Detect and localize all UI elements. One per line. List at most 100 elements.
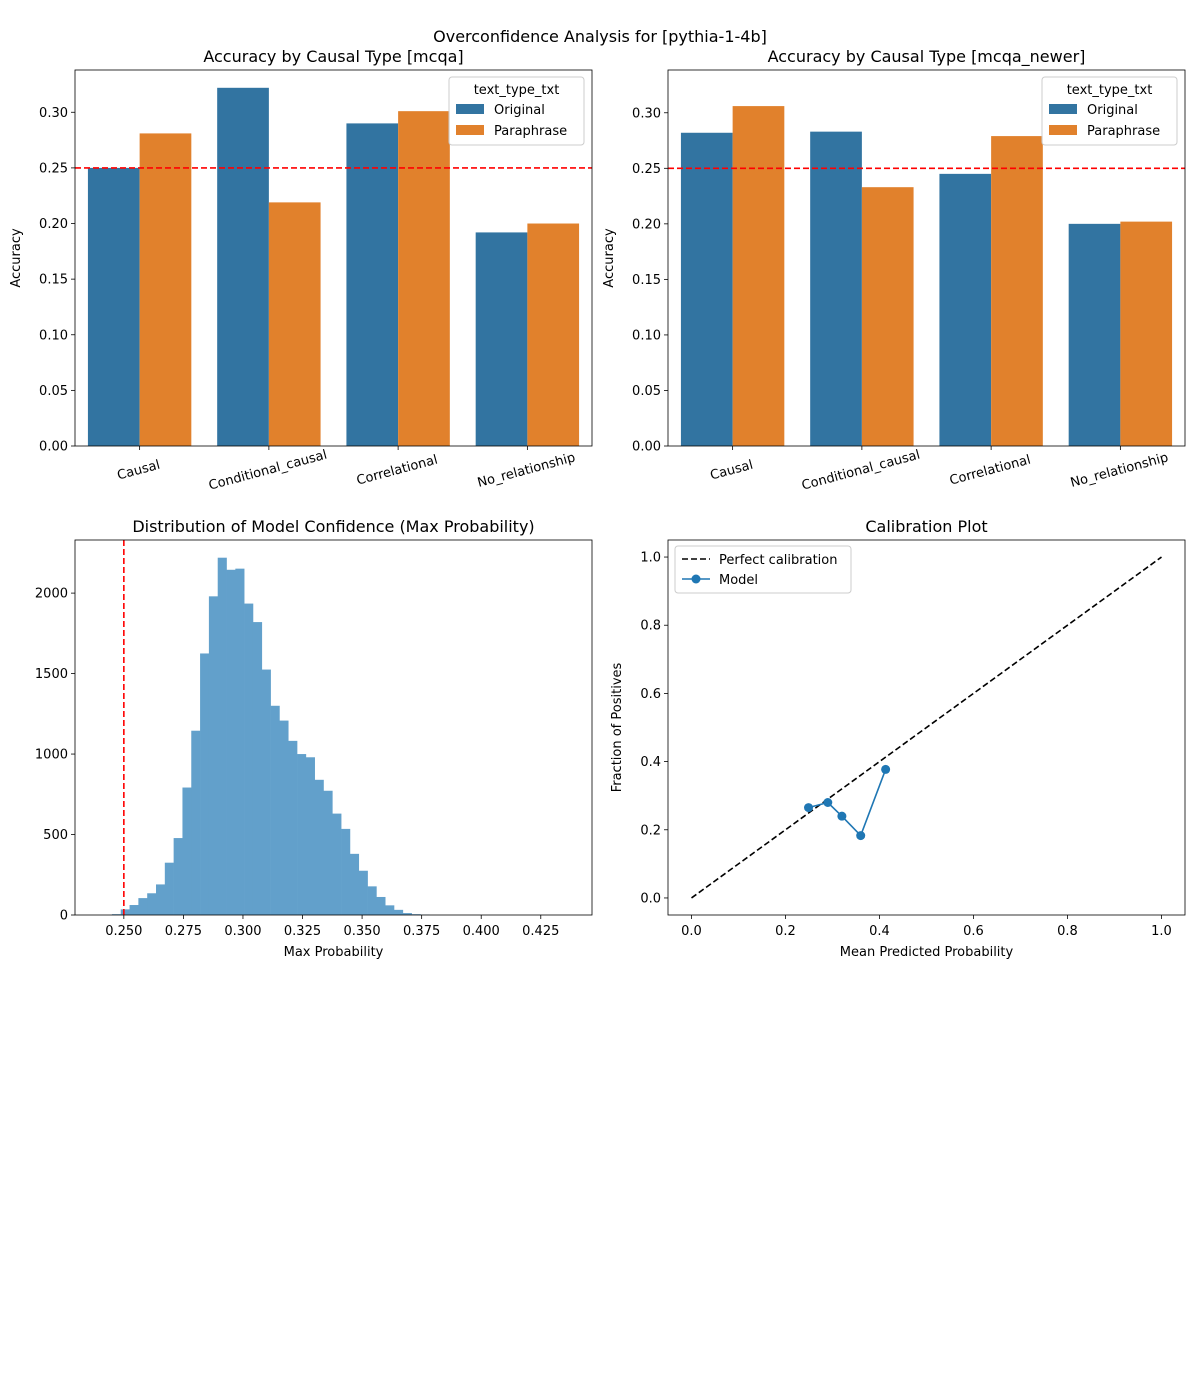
panel-title: Distribution of Model Confidence (Max Pr… [132,517,534,536]
bar-original-causal [680,132,733,447]
y-tick-label: 0.25 [632,162,661,177]
legend-box [674,545,852,594]
histogram-bar [279,720,289,915]
x-tick-label: No_relationship [1069,450,1170,491]
chart-acc-mcqa-newer: Causal Conditional_causal Correlational No_… [602,47,1186,494]
x-tick-label: 0.350 [343,924,380,939]
histogram-bar [358,870,368,915]
histogram-bar [349,853,360,915]
histogram-bar [385,905,395,915]
histogram-bar [332,813,342,915]
legend-entry-paraphrase: Paraphrase [1087,124,1160,139]
axes-frame [74,69,593,447]
bar-paraphrase-causal [139,133,192,447]
bar-paraphrase-conditional_causal [268,202,321,446]
y-tick-label: 500 [43,828,68,843]
legend-swatch-original [1049,104,1077,114]
histogram-bar [252,622,263,915]
histogram-bar [147,893,157,915]
y-tick-label: 0.15 [632,273,661,288]
x-tick-label: Conditional_causal [800,448,922,494]
bar-original-no_relationship [1068,223,1121,446]
histogram-bar [182,787,192,915]
y-tick-label: 0.10 [632,328,661,343]
histogram-bar [261,669,271,915]
histogram-bar [323,790,333,915]
y-axis-label: Accuracy [602,228,617,288]
y-tick-label: 0.20 [632,217,661,232]
x-tick-label: 0.8 [1057,924,1078,939]
bar-paraphrase-conditional_causal [861,187,914,446]
x-tick-label: 0.2 [775,924,796,939]
y-tick-label: 2000 [35,587,68,602]
axes-frame [74,539,593,916]
histogram-bar [164,862,174,915]
histogram-bar [244,603,254,915]
y-tick-label: 0.15 [39,273,68,288]
legend-entry-model: Model [719,573,758,588]
bar-paraphrase-causal [732,106,785,447]
x-tick-label: 0.375 [403,924,440,939]
bar-original-conditional_causal [810,131,862,447]
histogram-bar [111,914,122,915]
x-tick-label: 0.400 [463,924,500,939]
x-tick-label: 0.425 [522,924,559,939]
bar-original-correlational [346,123,399,446]
histogram-bar [411,914,421,915]
y-tick-label: 0.30 [632,106,661,121]
legend-entry-original: Original [494,103,545,118]
histogram-bar [270,705,280,915]
x-tick-label: Causal [709,458,755,484]
histogram-bar [314,779,324,915]
y-tick-label: 0.0 [640,891,661,906]
y-tick-label: 0.05 [39,384,68,399]
histogram-bar [226,569,236,915]
histogram-bar [200,653,210,915]
y-tick-label: 0.00 [39,440,68,455]
x-tick-label: 1.0 [1151,924,1172,939]
model-point [823,798,833,807]
legend-swatch-paraphrase [1049,125,1077,135]
histogram-bar [376,896,386,915]
panel-title: Calibration Plot [865,517,987,536]
y-tick-label: 1.0 [640,551,661,566]
chart-confidence-hist: 0.250 0.275 0.300 0.325 0.350 0.375 0.400 0.425… [35,517,593,960]
model-calibration-line [808,769,887,838]
legend-swatch-paraphrase [456,125,484,135]
model-point [804,803,814,813]
model-point [881,764,891,774]
y-tick-label: 1000 [35,748,68,763]
y-tick-label: 0.10 [39,328,68,343]
figure-suptitle: Overconfidence Analysis for [pythia-1-4b… [433,27,767,46]
legend-entry-perfect-calibration: Perfect calibration [719,553,837,568]
bar-paraphrase-no_relationship [1120,221,1173,446]
y-axis-label: Fraction of Positives [610,662,625,792]
histogram-bar [191,730,201,915]
bar-paraphrase-correlational [991,136,1043,446]
x-tick-label: 0.4 [869,924,890,939]
y-tick-label: 0.6 [640,687,661,702]
legend-swatch-original [456,104,484,114]
y-tick-label: 0.05 [632,384,661,399]
y-tick-label: 0 [60,909,68,924]
bar-paraphrase-no_relationship [527,223,580,446]
y-axis-label: Accuracy [9,228,24,288]
bar-original-causal [87,167,140,446]
panel-title: Accuracy by Causal Type [mcqa_newer] [768,47,1086,67]
y-tick-label: 0.8 [640,619,661,634]
histogram-bar [120,909,130,915]
histogram-bar [217,557,227,915]
x-tick-label: Correlational [355,453,439,489]
y-tick-label: 0.20 [39,217,68,232]
model-point [837,811,847,821]
model-point [856,831,866,841]
histogram-bar [341,828,351,915]
x-tick-label: 0.300 [224,924,261,939]
x-tick-label: 0.250 [105,924,142,939]
x-tick-label: 0.275 [165,924,202,939]
chart-acc-mcqa: Causal Conditional_causal Correlational No_… [9,47,593,494]
y-tick-label: 1500 [35,667,68,682]
histogram-bar [138,898,148,915]
bar-paraphrase-correlational [398,111,450,446]
